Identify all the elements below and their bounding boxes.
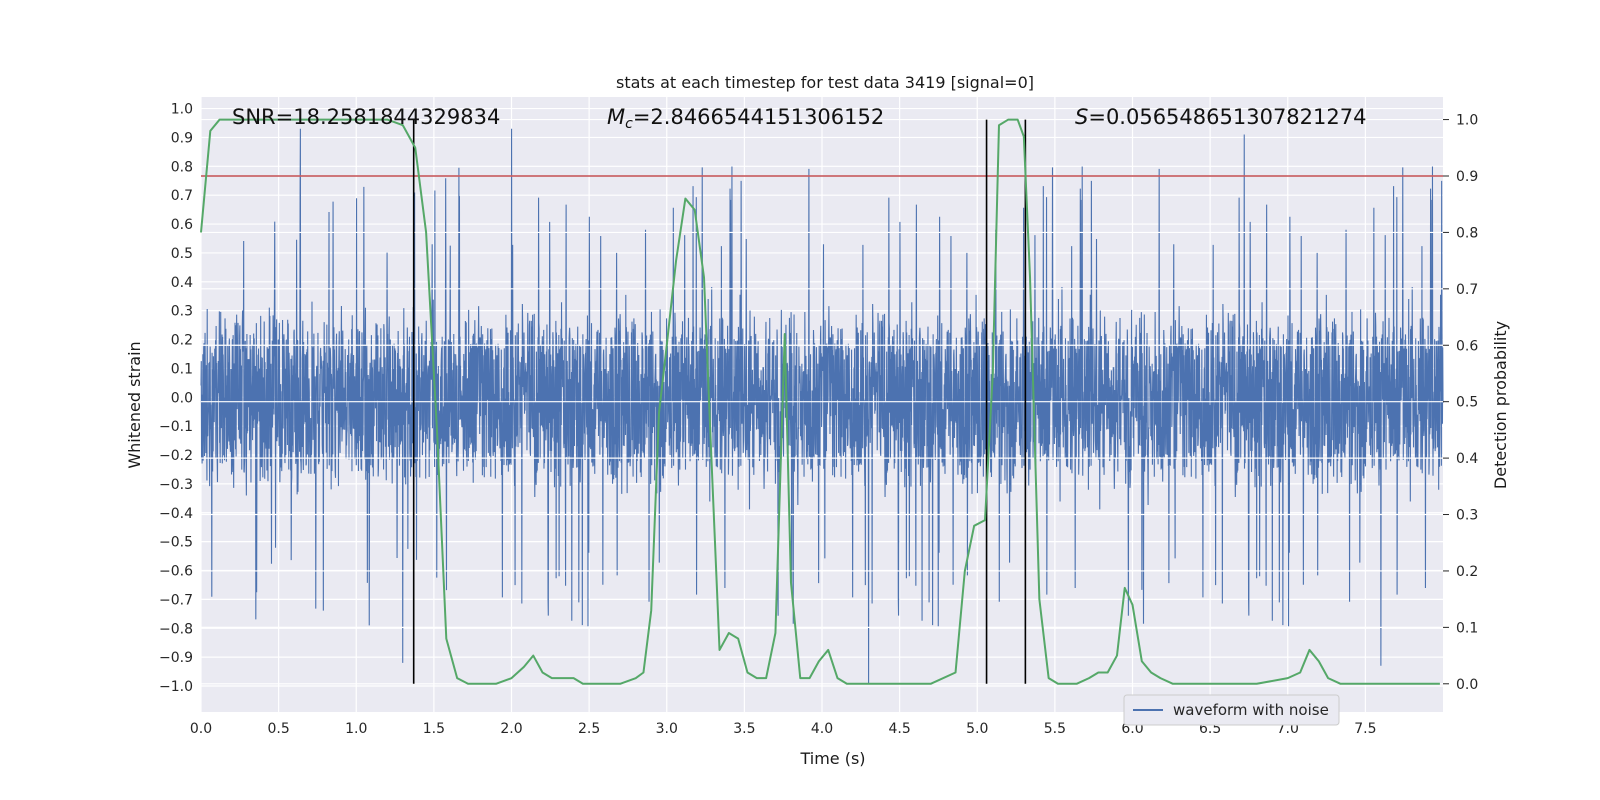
s-value: =0.056548651307821274: [1088, 105, 1366, 129]
y-tick-label: −0.2: [159, 448, 193, 464]
y2-tick-label: 0.4: [1456, 451, 1478, 467]
mc-subscript: c: [625, 116, 633, 132]
mc-value: =2.8466544151306152: [633, 105, 884, 129]
mc-symbol: M: [607, 105, 625, 129]
s-annotation: S=0.056548651307821274: [1075, 105, 1366, 129]
y2-tick-label: 0.8: [1456, 225, 1478, 241]
y-tick-label: −0.6: [159, 564, 193, 580]
snr-annotation: SNR=18.2581844329834: [232, 105, 500, 129]
x-tick-label: 7.5: [1354, 721, 1376, 737]
legend-box: [1123, 694, 1340, 726]
x-tick-label: 5.5: [1044, 721, 1066, 737]
y2-tick-label: 0.3: [1456, 508, 1478, 524]
y-axis-label: Whitened strain: [125, 341, 144, 468]
x-tick-label: 2.0: [500, 721, 522, 737]
y2-tick-label: 0.6: [1456, 338, 1478, 354]
y-tick-label: 0.1: [171, 361, 193, 377]
y2-tick-label: 1.0: [1456, 113, 1478, 129]
y-tick-label: −1.0: [159, 679, 193, 695]
y2-tick-label: 0.1: [1456, 620, 1478, 636]
y-tick-label: −0.1: [159, 419, 193, 435]
x-tick-label: 1.5: [423, 721, 445, 737]
y-tick-label: 0.9: [171, 130, 193, 146]
y2-tick-label: 0.9: [1456, 169, 1478, 185]
y-tick-label: 0.5: [171, 246, 193, 262]
y-tick-label: 0.7: [171, 188, 193, 204]
y-tick-label: 0.0: [171, 390, 193, 406]
chirp-mass-annotation: Mc=2.8466544151306152: [607, 105, 884, 132]
legend-label: waveform with noise: [1173, 701, 1329, 719]
y2-tick-label: 0.7: [1456, 282, 1478, 298]
y-tick-label: −0.9: [159, 650, 193, 666]
vertical-markers: [412, 119, 1027, 684]
x-tick-label: 1.0: [345, 721, 367, 737]
y-tick-label: 0.4: [171, 275, 193, 291]
y-tick-label: 0.6: [171, 217, 193, 233]
y-tick-label: −0.7: [159, 592, 193, 608]
x-tick-label: 3.0: [656, 721, 678, 737]
y-tick-label: −0.8: [159, 621, 193, 637]
x-tick-label: 4.5: [888, 721, 910, 737]
y2-tick-label: 0.0: [1456, 677, 1478, 693]
y-tick-label: −0.4: [159, 506, 193, 522]
y2-axis-label: Detection probability: [1491, 321, 1510, 489]
y-tick-label: 1.0: [171, 102, 193, 118]
s-symbol: S: [1075, 105, 1088, 129]
y2-tick-label: 0.2: [1456, 564, 1478, 580]
x-tick-label: 0.5: [267, 721, 289, 737]
chart-title: stats at each timestep for test data 341…: [616, 73, 1034, 92]
probability-line: [200, 118, 1440, 685]
x-tick-label: 0.0: [190, 721, 212, 737]
x-tick-label: 5.0: [966, 721, 988, 737]
axis-ticks: 0.0 0.5 1.0 1.5 2.0 2.5 3.0 3.5 4.0 4.5 5.0 5.5 6.0 6…: [159, 102, 1478, 737]
y2-grid-lines: [201, 118, 1443, 685]
y-tick-label: 0.3: [171, 304, 193, 320]
y-tick-label: 0.8: [171, 159, 193, 175]
y-tick-label: −0.3: [159, 477, 193, 493]
x-tick-label: 3.5: [733, 721, 755, 737]
x-tick-label: 2.5: [578, 721, 600, 737]
y-tick-label: 0.2: [171, 333, 193, 349]
x-axis-label: Time (s): [799, 749, 865, 768]
x-tick-label: 4.0: [811, 721, 833, 737]
y2-tick-label: 0.5: [1456, 395, 1478, 411]
probability-series: [200, 118, 1440, 685]
y-tick-label: −0.5: [159, 535, 193, 551]
legend: waveform with noise: [1123, 694, 1340, 726]
